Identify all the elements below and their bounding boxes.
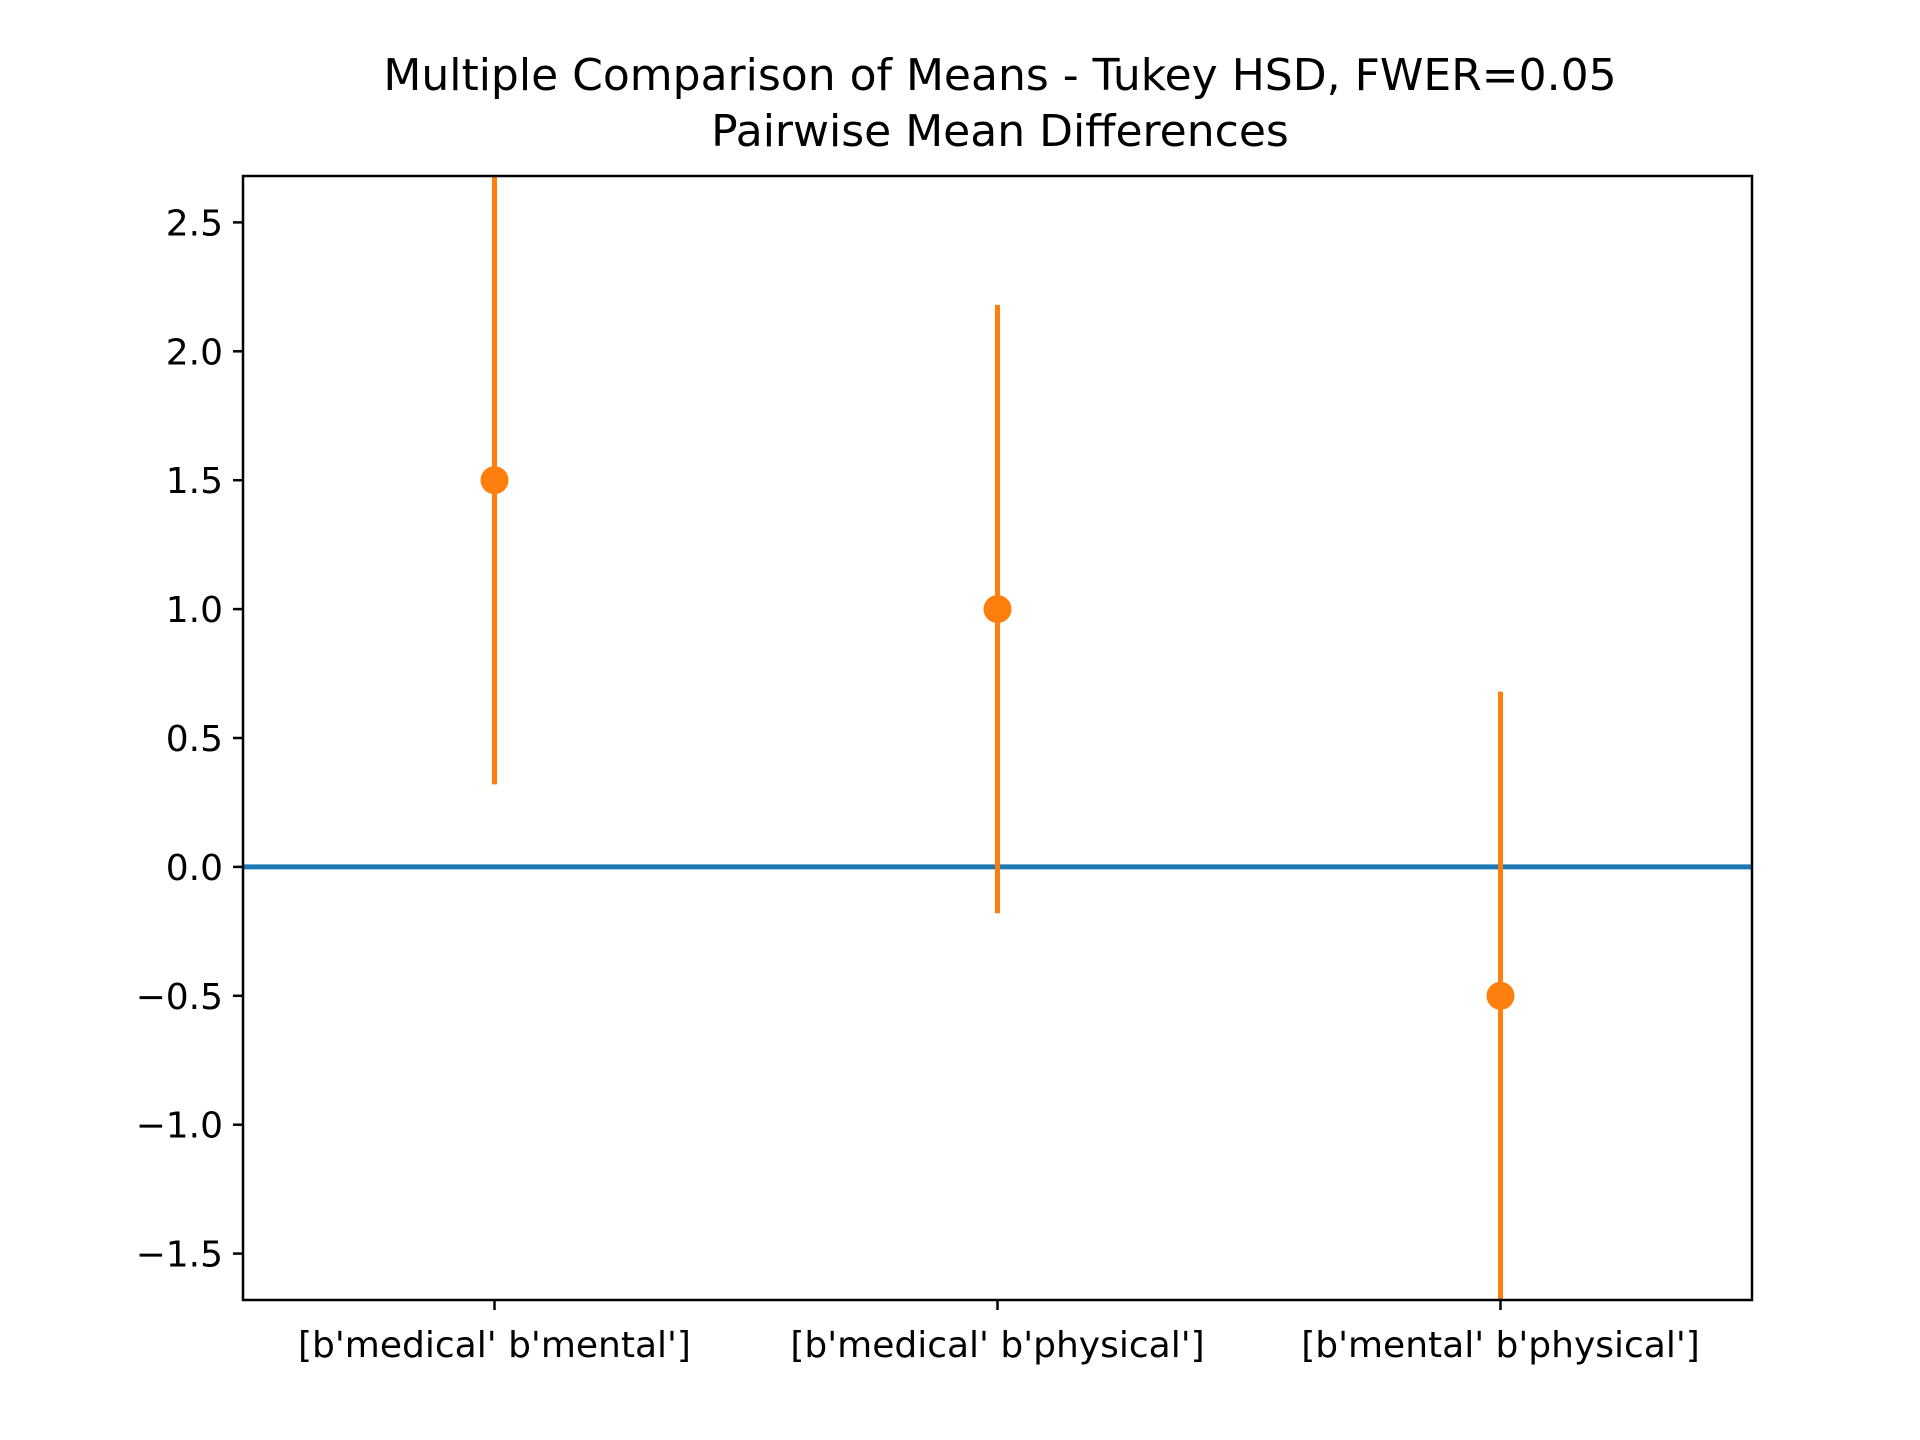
x-tick-label: [b'mental' b'physical'] — [1301, 1325, 1700, 1366]
y-tick-label: 0.5 — [166, 719, 223, 760]
y-tick-label: 2.0 — [166, 332, 223, 373]
y-tick-label: 0.0 — [166, 848, 223, 889]
y-tick-label: −0.5 — [136, 977, 223, 1018]
plot-area: 2.5 2.0 1.5 1.0 0.5 0.0 −0.5 −1.0 −1.5 [b'medical… — [136, 174, 1754, 1366]
x-tick-label: [b'medical' b'physical'] — [790, 1325, 1204, 1366]
y-tick-label: −1.5 — [136, 1235, 223, 1276]
x-tick-label: [b'medical' b'mental'] — [298, 1325, 691, 1366]
mean-difference-point — [1486, 981, 1515, 1010]
chart-title: Multiple Comparison of Means - Tukey HSD… — [383, 50, 1616, 101]
y-tick-label: 2.5 — [166, 203, 223, 244]
chart-subtitle: Pairwise Mean Differences — [711, 106, 1289, 157]
mean-difference-point — [983, 595, 1012, 624]
mean-difference-point — [480, 466, 509, 495]
y-tick-label: 1.0 — [166, 590, 223, 631]
y-tick-label: −1.0 — [136, 1106, 223, 1147]
y-tick-label: 1.5 — [166, 461, 223, 502]
